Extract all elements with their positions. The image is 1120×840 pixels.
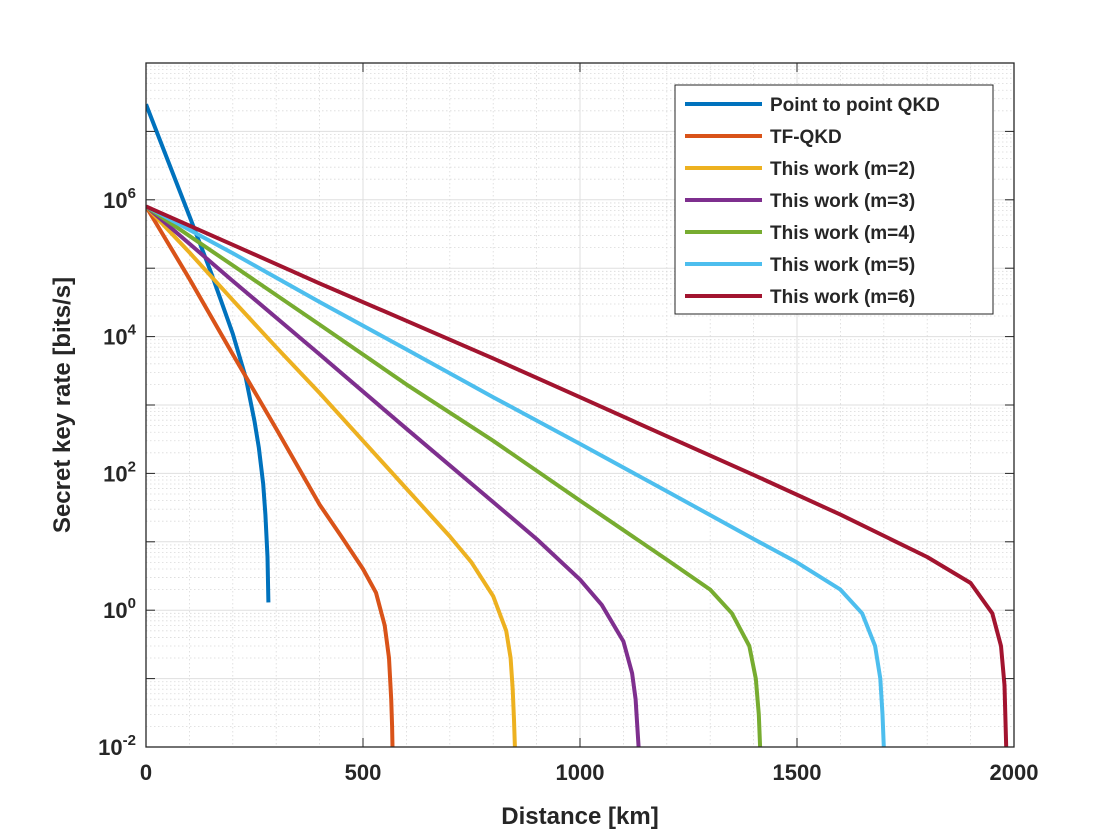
series-lines bbox=[146, 103, 1009, 747]
series-line-4 bbox=[146, 204, 641, 747]
axis-ticks: 0 500 1000 1500 2000 10-2 100 102 104 106 bbox=[98, 62, 1039, 785]
series-line-5 bbox=[146, 204, 763, 747]
y-tick-label: 100 bbox=[103, 595, 136, 623]
y-tick-label: 104 bbox=[103, 322, 136, 350]
series-line-1 bbox=[146, 103, 271, 603]
legend-label-2: TF-QKD bbox=[770, 127, 842, 148]
series-line-7 bbox=[146, 204, 1009, 747]
series-line-3 bbox=[146, 205, 517, 747]
y-axis-label: Secret key rate [bits/s] bbox=[49, 277, 76, 533]
legend-label-7: This work (m=6) bbox=[770, 287, 915, 308]
legend-label-6: This work (m=5) bbox=[770, 255, 915, 276]
y-tick-label: 10-2 bbox=[98, 732, 136, 760]
x-tick-label: 1500 bbox=[773, 760, 822, 785]
series-line-6 bbox=[146, 204, 886, 747]
legend-label-1: Point to point QKD bbox=[770, 95, 940, 116]
y-tick-label: 106 bbox=[103, 185, 136, 213]
x-tick-label: 2000 bbox=[990, 760, 1039, 785]
legend: Point to point QKD TF-QKD This work (m=2) T… bbox=[674, 84, 994, 315]
legend-label-3: This work (m=2) bbox=[770, 159, 915, 180]
legend-label-5: This work (m=4) bbox=[770, 223, 915, 244]
x-axis-label: Distance [km] bbox=[501, 803, 658, 830]
x-tick-label: 500 bbox=[345, 760, 382, 785]
x-tick-label: 1000 bbox=[556, 760, 605, 785]
legend-label-4: This work (m=3) bbox=[770, 191, 915, 212]
x-tick-label: 0 bbox=[140, 760, 152, 785]
series-line-2 bbox=[146, 205, 395, 747]
y-tick-label: 102 bbox=[103, 458, 136, 486]
